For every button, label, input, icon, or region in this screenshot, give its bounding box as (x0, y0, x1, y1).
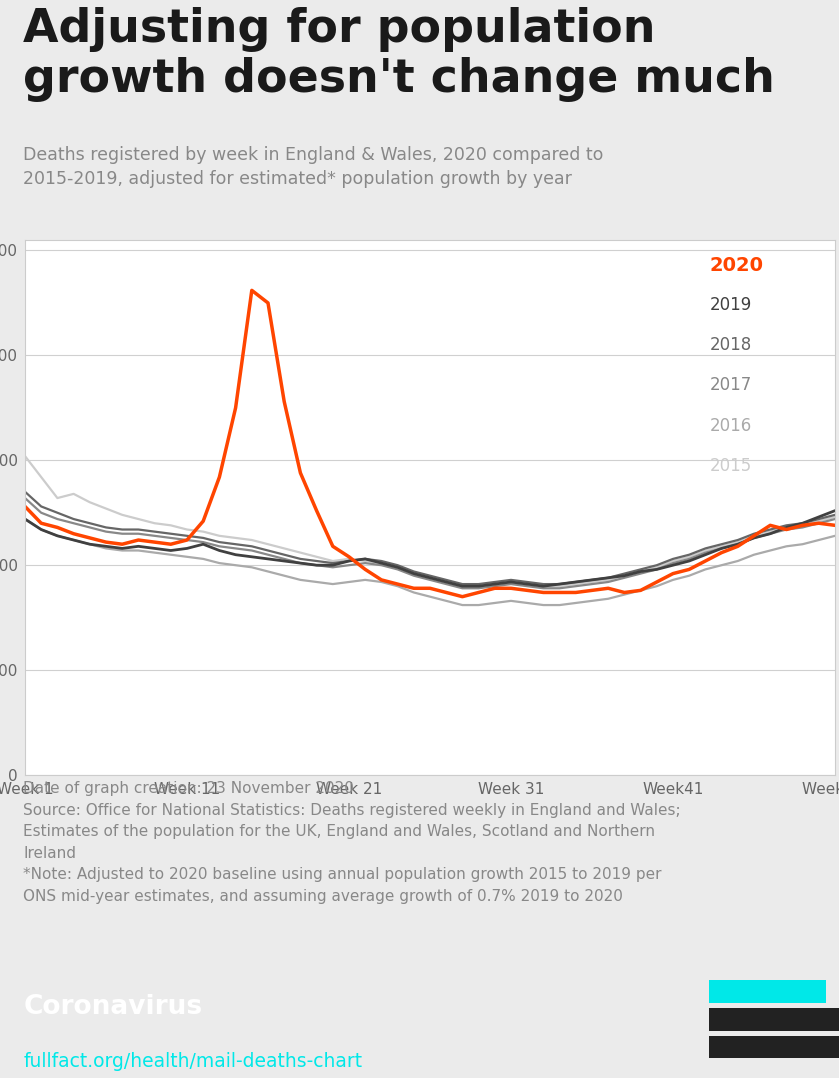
Text: FACT: FACT (755, 1039, 797, 1054)
Text: 2015: 2015 (710, 457, 752, 474)
Text: FULL: FULL (755, 1012, 797, 1026)
Text: 2016: 2016 (710, 416, 752, 434)
Bar (709, 980, 826, 1003)
Text: Adjusting for population
growth doesn't change much: Adjusting for population growth doesn't … (23, 8, 775, 102)
Text: fullfact.org/health/mail-deaths-chart: fullfact.org/health/mail-deaths-chart (23, 1052, 362, 1072)
Text: Date of graph creation: 23 November 2020
Source: Office for National Statistics:: Date of graph creation: 23 November 2020… (23, 780, 681, 904)
Bar (709, 1008, 839, 1031)
Text: 2019: 2019 (710, 296, 752, 314)
Text: Deaths registered by week in England & Wales, 2020 compared to
2015-2019, adjust: Deaths registered by week in England & W… (23, 146, 604, 188)
Bar (709, 1036, 826, 1059)
Text: 2017: 2017 (710, 376, 752, 395)
Text: 2018: 2018 (710, 336, 752, 355)
Text: Coronavirus: Coronavirus (23, 994, 202, 1020)
Bar (709, 1008, 826, 1031)
Bar (709, 1036, 839, 1059)
Text: 2020: 2020 (710, 257, 763, 275)
